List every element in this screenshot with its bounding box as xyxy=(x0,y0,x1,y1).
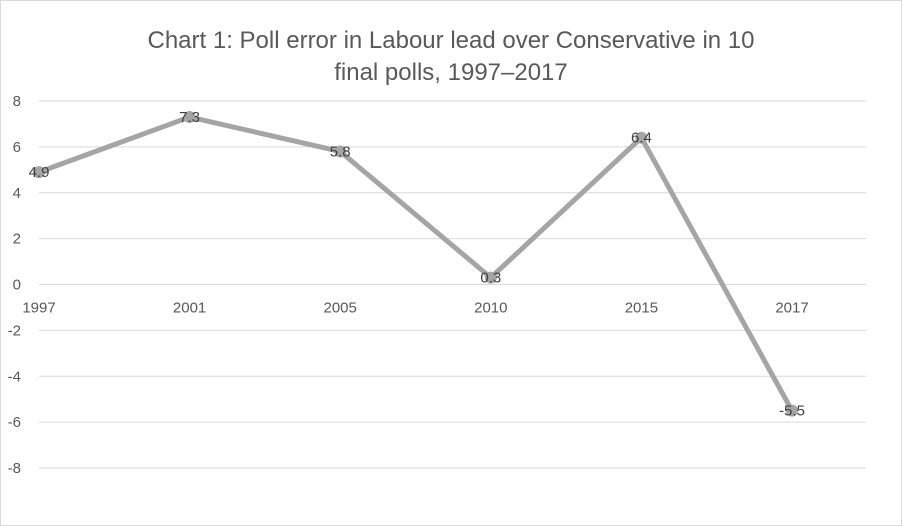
y-tick-label: 6 xyxy=(13,139,21,156)
data-point-marker xyxy=(33,166,45,179)
chart-title-line-2: final polls, 1997–2017 xyxy=(334,59,568,86)
data-point-marker xyxy=(635,131,648,144)
data-label: 4.9 xyxy=(29,164,50,181)
y-tick-label: -2 xyxy=(8,322,21,339)
y-tick-label: -4 xyxy=(8,368,21,385)
chart-title: Chart 1: Poll error in Labour lead over … xyxy=(1,25,901,89)
y-tick-label: -8 xyxy=(8,460,21,477)
y-tick-label: 8 xyxy=(13,93,21,110)
gridlines xyxy=(39,100,866,469)
data-label: 7.3 xyxy=(179,109,200,126)
y-axis-ticks: 8 6 4 2 0 -2 -4 -6 -8 xyxy=(8,93,21,477)
data-label: 0.3 xyxy=(480,270,501,287)
x-tick-label: 2001 xyxy=(173,300,206,317)
data-point-marker xyxy=(484,271,497,284)
data-label: 5.8 xyxy=(330,143,351,160)
data-point-marker xyxy=(786,404,798,417)
x-tick-label: 1997 xyxy=(22,300,55,317)
data-labels: 4.9 7.3 5.8 0.3 6.4 -5.5 xyxy=(29,109,805,420)
y-tick-label: 0 xyxy=(13,277,21,294)
y-tick-label: 4 xyxy=(13,185,21,202)
data-point-marker xyxy=(334,145,347,158)
series-line xyxy=(33,111,798,417)
x-tick-label: 2010 xyxy=(474,300,507,317)
chart-title-line-1: Chart 1: Poll error in Labour lead over … xyxy=(147,27,755,54)
y-tick-label: 2 xyxy=(13,231,21,248)
data-label: 6.4 xyxy=(631,130,652,147)
x-axis-ticks: 1997 2001 2005 2010 2015 2017 xyxy=(22,300,808,317)
y-tick-label: -6 xyxy=(8,414,21,431)
x-tick-label: 2015 xyxy=(625,300,658,317)
x-tick-label: 2017 xyxy=(775,300,808,317)
data-point-marker xyxy=(183,111,196,124)
data-label: -5.5 xyxy=(779,403,805,420)
x-tick-label: 2005 xyxy=(324,300,357,317)
series-polyline xyxy=(36,114,795,414)
